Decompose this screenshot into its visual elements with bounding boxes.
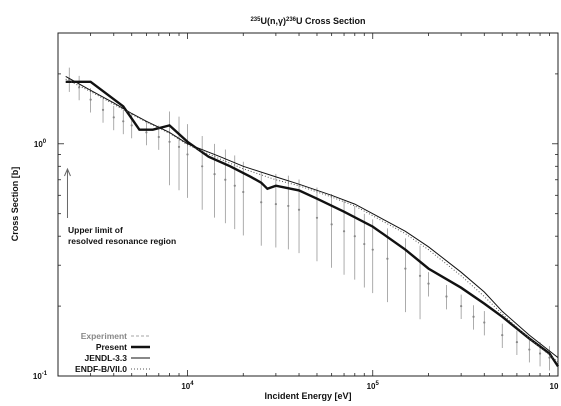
experiment-point xyxy=(315,216,319,219)
experiment-point xyxy=(548,356,551,359)
experiment-point xyxy=(186,153,189,156)
experiment-point xyxy=(342,230,346,233)
experiment-point xyxy=(233,184,236,187)
y-tick-label: 100 xyxy=(34,139,47,149)
experiment-point xyxy=(145,131,148,134)
experiment-point xyxy=(201,165,204,168)
legend-label-experiment: Experiment xyxy=(81,331,127,341)
annotation-line-1: Upper limit of xyxy=(68,225,123,235)
title-mid: U(n,γ) xyxy=(260,16,286,26)
series-1 xyxy=(65,80,560,368)
annotation-line-2: resolved resonance region xyxy=(68,236,176,246)
experiment-point xyxy=(274,202,277,206)
experiment-point xyxy=(224,178,227,181)
legend: Experiment Present JENDL-3.3 ENDF-B/VII.… xyxy=(75,331,150,374)
series-3 xyxy=(65,78,559,363)
series-line-3 xyxy=(65,78,559,363)
series-2 xyxy=(65,75,559,358)
experiment-point xyxy=(371,248,374,251)
series-0 xyxy=(68,67,551,371)
x-axis-label: Incident Energy [eV] xyxy=(264,391,351,401)
experiment-point xyxy=(112,116,115,119)
chart-title: 235U(n,γ)236U Cross Section xyxy=(250,16,365,26)
experiment-point xyxy=(297,208,301,211)
series-layer xyxy=(65,67,560,371)
x-tick-label: 105 xyxy=(367,381,380,391)
experiment-point xyxy=(353,235,356,238)
legend-label-endf: ENDF-B/VII.0 xyxy=(75,364,127,374)
experiment-point xyxy=(483,321,486,324)
axis-ticks: 104 105 10 100 10-1 xyxy=(33,32,559,391)
experiment-point xyxy=(386,257,389,260)
resonance-annotation: Upper limit of resolved resonance region xyxy=(64,167,176,246)
experiment-point xyxy=(472,315,475,318)
experiment-point xyxy=(213,173,216,176)
experiment-point xyxy=(515,340,519,344)
experiment-point xyxy=(404,267,407,270)
experiment-point xyxy=(157,135,160,139)
series-line-2 xyxy=(65,75,559,358)
experiment-point xyxy=(89,98,92,101)
experiment-point xyxy=(101,108,105,111)
experiment-point xyxy=(287,204,290,208)
experiment-point xyxy=(528,348,531,351)
plot-frame xyxy=(57,32,559,377)
title-end: U Cross Section xyxy=(296,16,366,26)
y-axis-label: Cross Section [b] xyxy=(10,167,20,242)
title-sup1: 235 xyxy=(250,17,261,23)
experiment-point xyxy=(460,304,463,308)
experiment-point xyxy=(130,124,133,127)
series-line-1 xyxy=(65,80,560,368)
experiment-point xyxy=(122,120,125,123)
experiment-point xyxy=(330,223,333,226)
experiment-point xyxy=(260,201,263,204)
experiment-point xyxy=(177,145,181,148)
title-sup2: 236 xyxy=(286,17,297,23)
y-tick-label: 10-1 xyxy=(33,371,48,381)
legend-label-jendl: JENDL-3.3 xyxy=(84,353,127,363)
experiment-point xyxy=(427,282,430,285)
experiment-point xyxy=(242,190,245,194)
experiment-point xyxy=(445,295,448,298)
experiment-point xyxy=(363,242,366,246)
experiment-point xyxy=(538,352,542,355)
experiment-point xyxy=(501,334,504,337)
legend-label-present: Present xyxy=(96,342,127,352)
x-tick-label: 104 xyxy=(181,381,194,391)
annotation-arrow-head xyxy=(64,167,71,177)
experiment-point xyxy=(418,274,422,277)
x-tick-label: 10 xyxy=(550,382,559,391)
experiment-point xyxy=(168,140,171,143)
experiment-point xyxy=(78,86,81,89)
